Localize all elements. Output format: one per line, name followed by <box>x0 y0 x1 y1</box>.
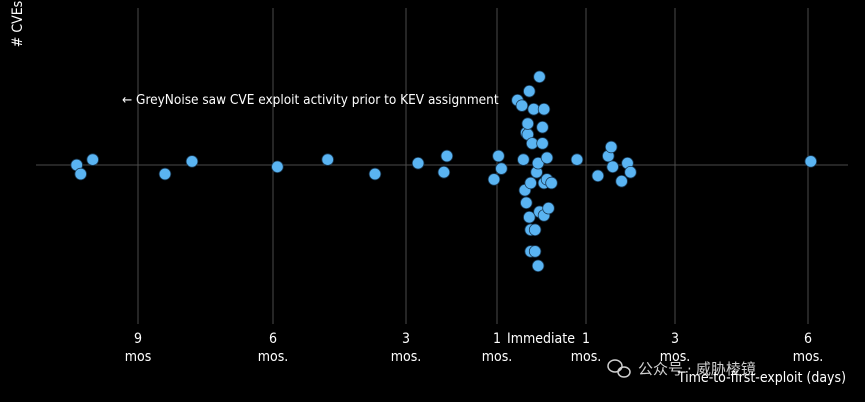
x-tick-label: 1 <box>582 331 590 347</box>
data-point <box>86 153 99 166</box>
y-axis-label: # CVEs <box>10 1 26 47</box>
x-tick-labels: 9 mos 6 mos. 3 mos. 1 mos. Immediate 1 mos. 3 mos. 6 m… <box>125 331 824 365</box>
x-tick-label: 6 <box>269 331 277 347</box>
data-point <box>526 137 539 150</box>
vertical-gridlines <box>137 8 809 324</box>
x-tick-label: 9 <box>134 331 142 347</box>
data-point <box>523 84 536 98</box>
data-point <box>804 155 818 168</box>
data-point <box>74 167 87 181</box>
data-point <box>492 149 505 163</box>
x-tick-label: 3 <box>671 331 679 347</box>
data-point <box>615 174 628 188</box>
x-tick-label: 3 <box>402 331 410 347</box>
data-point <box>440 149 454 163</box>
x-tick-unit: mos <box>125 349 152 365</box>
data-point <box>524 176 537 190</box>
data-point <box>537 102 551 116</box>
data-point <box>570 153 584 166</box>
x-tick-unit: mos. <box>660 349 691 365</box>
data-point <box>540 151 554 165</box>
data-point <box>545 176 558 190</box>
data-point <box>437 165 451 179</box>
data-point <box>528 223 542 237</box>
data-point <box>527 102 540 116</box>
x-tick-label: Immediate <box>507 331 575 347</box>
x-tick-unit: mos. <box>793 349 824 365</box>
data-point <box>536 120 549 134</box>
data-point <box>624 165 637 179</box>
data-point <box>515 99 529 112</box>
data-point <box>158 167 172 181</box>
data-point <box>185 155 199 168</box>
data-point <box>520 196 533 210</box>
x-tick-unit: mos. <box>258 349 289 365</box>
x-tick-label: 6 <box>804 331 812 347</box>
data-point <box>536 137 549 150</box>
x-tick-unit: mos. <box>391 349 422 365</box>
watermark: 公众号 · 威胁棱镜 <box>607 359 756 378</box>
data-point <box>531 156 545 170</box>
data-point <box>605 140 618 154</box>
wechat-icon <box>607 359 631 378</box>
data-point <box>591 169 605 183</box>
x-axis-label: Time-to-first-exploit (days) <box>677 370 846 386</box>
data-point <box>542 201 555 215</box>
data-point <box>411 156 425 170</box>
data-point <box>487 173 501 186</box>
data-point <box>523 210 536 224</box>
data-point <box>517 153 530 166</box>
data-point <box>606 160 619 174</box>
annotation-text: ← GreyNoise saw CVE exploit activity pri… <box>122 92 499 108</box>
data-point <box>495 162 508 175</box>
data-point <box>521 117 535 130</box>
x-tick-unit: mos. <box>482 349 513 365</box>
x-tick-label: 1 <box>493 331 501 347</box>
data-point <box>321 153 334 166</box>
data-points <box>70 70 818 273</box>
data-point <box>528 245 542 258</box>
x-tick-unit: mos. <box>571 349 602 365</box>
data-point <box>271 160 284 174</box>
data-point <box>368 167 382 181</box>
data-point <box>533 70 546 84</box>
data-point <box>531 259 545 273</box>
watermark-text: 公众号 · 威胁棱镜 <box>638 360 756 378</box>
